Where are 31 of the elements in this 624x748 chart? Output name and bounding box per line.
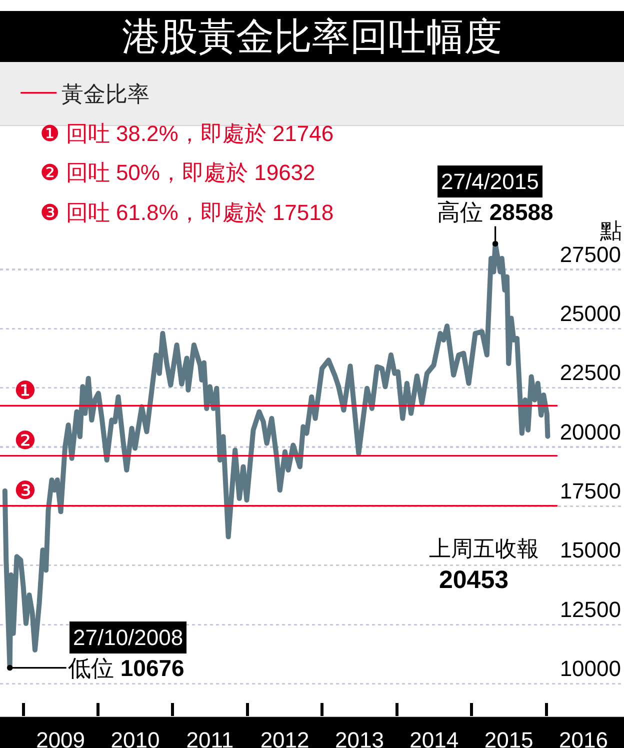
x-tick-label: 2010 — [110, 727, 160, 748]
legend-label: 黃金比率 — [62, 81, 150, 106]
annotation: ❸ 回吐 61.8%，即處於 17518 — [40, 200, 334, 225]
x-tick-label: 2011 — [186, 727, 234, 748]
y-tick-label: 17500 — [560, 478, 621, 504]
x-tick-label: 2012 — [260, 727, 310, 748]
y-tick-label: 25000 — [560, 300, 621, 326]
annotation: ❶ 回吐 38.2%，即處於 21746 — [40, 121, 334, 146]
annotation: ❸ — [14, 477, 36, 505]
annotation: 上周五收報 — [429, 536, 539, 561]
y-tick-label: 20000 — [560, 419, 621, 444]
annotation: ❷ — [14, 427, 36, 455]
annotation: 27/4/2015 — [441, 169, 539, 194]
x-tick-label: 2009 — [36, 727, 86, 748]
annotation: 20453 — [439, 566, 509, 594]
y-tick-label: 12500 — [560, 596, 621, 622]
annotation: 27/10/2008 — [73, 625, 184, 650]
annotation: ❷ 回吐 50%，即處於 19632 — [40, 160, 316, 185]
annotation: ❶ — [14, 377, 36, 405]
x-tick-label: 2013 — [334, 727, 384, 748]
x-tick-label: 2016 — [559, 727, 608, 748]
annotation: 高位 28588 — [437, 199, 554, 225]
y-tick-label: 10000 — [560, 656, 621, 682]
x-tick-label: 2014 — [410, 727, 459, 748]
y-axis-title: 點 — [599, 218, 622, 243]
y-tick-label: 27500 — [560, 242, 621, 267]
y-tick-label: 22500 — [560, 360, 621, 386]
annotation: 低位 10676 — [68, 655, 184, 681]
x-tick-label: 2015 — [484, 727, 534, 748]
chart-title: 港股黃金比率回吐幅度 — [122, 16, 502, 58]
y-tick-label: 15000 — [560, 538, 621, 563]
